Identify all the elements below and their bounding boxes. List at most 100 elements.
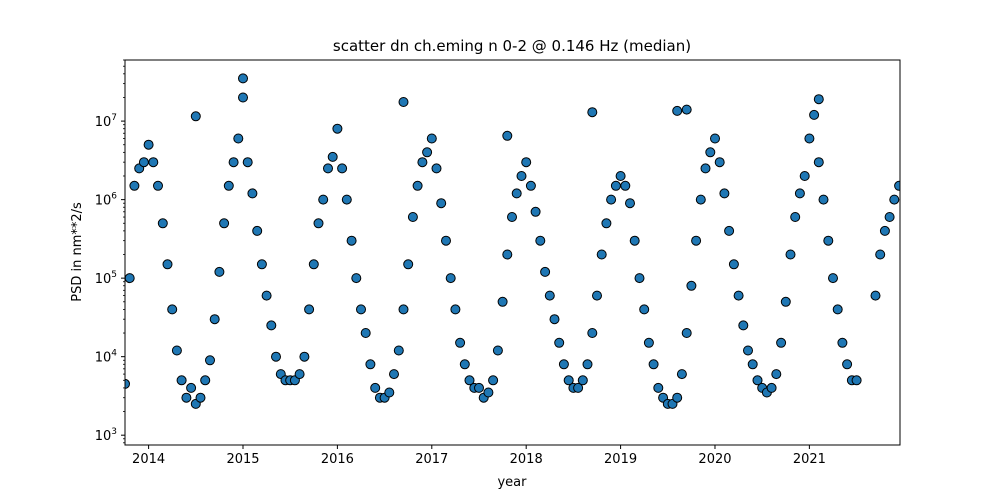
- data-point: [695, 194, 706, 205]
- data-point: [162, 259, 173, 270]
- data-point: [459, 359, 470, 370]
- data-point: [870, 290, 881, 301]
- data-point: [125, 273, 135, 284]
- data-point: [828, 273, 838, 284]
- data-point: [875, 249, 886, 260]
- data-point: [648, 359, 659, 370]
- data-point: [549, 314, 560, 325]
- data-point: [474, 382, 484, 393]
- plot-frame: [124, 59, 901, 446]
- data-point: [483, 387, 494, 398]
- data-point: [143, 139, 154, 150]
- data-point: [271, 351, 281, 362]
- data-point: [733, 290, 744, 301]
- data-point: [804, 133, 815, 144]
- data-point: [417, 157, 428, 168]
- data-point: [308, 259, 319, 270]
- data-point: [573, 382, 584, 393]
- data-point: [832, 304, 843, 315]
- data-point: [341, 194, 352, 205]
- data-point: [743, 345, 753, 356]
- data-point: [337, 163, 348, 174]
- data-point: [318, 194, 329, 205]
- data-point: [558, 359, 569, 370]
- data-point: [653, 382, 664, 393]
- data-point: [365, 359, 376, 370]
- data-point: [894, 180, 900, 191]
- data-point: [393, 345, 404, 356]
- data-point: [455, 337, 466, 348]
- data-point: [625, 198, 635, 209]
- data-point: [738, 320, 749, 331]
- data-point: [610, 180, 621, 191]
- data-point: [492, 345, 503, 356]
- data-point: [592, 290, 602, 301]
- data-point: [346, 235, 357, 246]
- data-point: [219, 218, 230, 229]
- y-tick-label: 103: [95, 427, 117, 444]
- data-point: [181, 392, 192, 403]
- data-point: [686, 280, 697, 291]
- data-point: [643, 337, 654, 348]
- data-point: [148, 157, 159, 168]
- data-point: [672, 105, 683, 116]
- data-point: [818, 194, 829, 205]
- data-point: [167, 304, 178, 315]
- data-point: [724, 225, 735, 236]
- data-point: [634, 273, 645, 284]
- chart-title: scatter dn ch.eming n 0-2 @ 0.146 Hz (me…: [333, 37, 691, 55]
- data-point: [266, 320, 277, 331]
- data-point: [554, 337, 565, 348]
- x-tick-label: 2015: [226, 452, 259, 467]
- data-point: [431, 163, 442, 174]
- data-point: [714, 157, 725, 168]
- data-point: [794, 188, 805, 199]
- data-point: [261, 290, 272, 301]
- y-tick-label: 104: [95, 349, 118, 366]
- data-point: [728, 259, 739, 270]
- data-point: [223, 180, 234, 191]
- data-point: [398, 304, 409, 315]
- data-point: [879, 225, 890, 236]
- data-point: [813, 157, 824, 168]
- data-point: [129, 180, 140, 191]
- data-point: [676, 369, 687, 380]
- data-point: [766, 382, 777, 393]
- data-point: [889, 194, 900, 205]
- data-point: [809, 109, 820, 120]
- x-tick-label: 2017: [415, 452, 448, 467]
- data-point: [502, 249, 513, 260]
- data-point: [502, 130, 513, 141]
- data-point: [450, 304, 461, 315]
- x-axis: 2014 2015 2016 2017 2018 2019 2020 2021: [132, 445, 826, 467]
- x-tick-label: 2021: [793, 452, 826, 467]
- data-point: [186, 382, 197, 393]
- data-point: [436, 198, 447, 209]
- data-point: [304, 304, 315, 315]
- data-point: [323, 163, 333, 174]
- data-point: [582, 359, 593, 370]
- data-point: [516, 171, 527, 181]
- data-point: [596, 249, 607, 260]
- data-point: [747, 359, 758, 370]
- data-point: [200, 375, 211, 386]
- data-points: [125, 73, 900, 409]
- x-axis-label: year: [497, 475, 527, 490]
- data-point: [327, 151, 338, 162]
- data-point: [238, 73, 248, 84]
- data-point: [587, 107, 598, 118]
- data-point: [705, 147, 716, 158]
- data-point: [691, 235, 702, 246]
- data-point: [464, 375, 475, 386]
- data-point: [606, 194, 617, 205]
- data-point: [332, 123, 343, 134]
- data-point: [294, 369, 305, 380]
- data-point: [681, 104, 692, 115]
- x-tick-label: 2020: [698, 452, 731, 467]
- data-point: [563, 375, 574, 386]
- data-point: [620, 180, 631, 191]
- data-point: [176, 375, 187, 386]
- data-point: [530, 206, 541, 217]
